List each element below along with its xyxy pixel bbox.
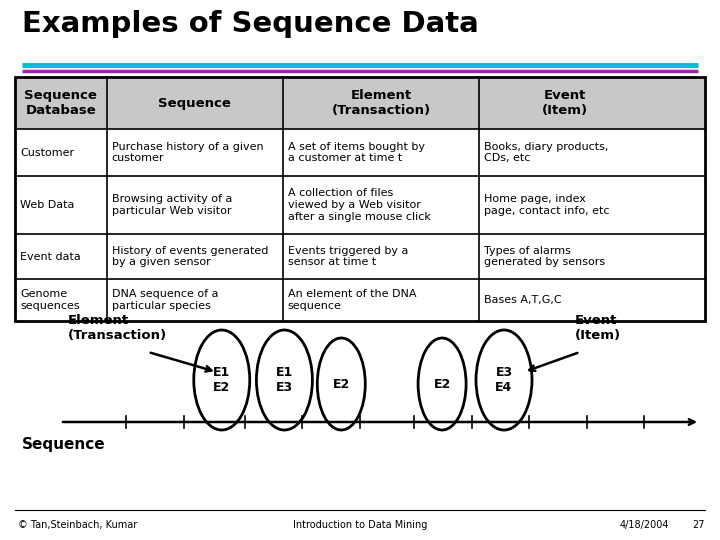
Text: Introduction to Data Mining: Introduction to Data Mining <box>293 520 427 530</box>
Text: Home page, index
page, contact info, etc: Home page, index page, contact info, etc <box>485 194 610 216</box>
Text: Element
(Transaction): Element (Transaction) <box>68 314 167 342</box>
Text: DNA sequence of a
particular species: DNA sequence of a particular species <box>112 289 218 311</box>
Text: Bases A,T,G,C: Bases A,T,G,C <box>485 295 562 305</box>
Text: E2: E2 <box>333 377 350 390</box>
Text: Event
(Item): Event (Item) <box>541 89 588 117</box>
Bar <box>15 77 705 321</box>
Text: Sequence
Database: Sequence Database <box>24 89 97 117</box>
Text: Purchase history of a given
customer: Purchase history of a given customer <box>112 141 264 163</box>
Text: E3
E4: E3 E4 <box>495 366 513 394</box>
Text: Books, diary products,
CDs, etc: Books, diary products, CDs, etc <box>485 141 608 163</box>
Text: Event
(Item): Event (Item) <box>575 314 621 342</box>
Text: © Tan,Steinbach, Kumar: © Tan,Steinbach, Kumar <box>18 520 138 530</box>
Text: E2: E2 <box>433 377 451 390</box>
Text: Sequence: Sequence <box>158 97 231 110</box>
Text: A set of items bought by
a customer at time t: A set of items bought by a customer at t… <box>288 141 425 163</box>
Text: Genome
sequences: Genome sequences <box>20 289 80 311</box>
Text: Event data: Event data <box>20 252 81 261</box>
Text: An element of the DNA
sequence: An element of the DNA sequence <box>288 289 416 311</box>
Text: Web Data: Web Data <box>20 200 74 210</box>
Text: Events triggered by a
sensor at time t: Events triggered by a sensor at time t <box>288 246 408 267</box>
Text: Examples of Sequence Data: Examples of Sequence Data <box>22 10 479 38</box>
Text: E1
E3: E1 E3 <box>276 366 293 394</box>
Text: Element
(Transaction): Element (Transaction) <box>331 89 431 117</box>
Text: Sequence: Sequence <box>22 437 106 453</box>
Text: A collection of files
viewed by a Web visitor
after a single mouse click: A collection of files viewed by a Web vi… <box>288 188 431 221</box>
Text: Types of alarms
generated by sensors: Types of alarms generated by sensors <box>485 246 606 267</box>
Bar <box>15 77 705 129</box>
Text: 27: 27 <box>693 520 705 530</box>
Text: 4/18/2004: 4/18/2004 <box>620 520 670 530</box>
Text: History of events generated
by a given sensor: History of events generated by a given s… <box>112 246 268 267</box>
Text: Browsing activity of a
particular Web visitor: Browsing activity of a particular Web vi… <box>112 194 232 216</box>
Text: E1
E2: E1 E2 <box>213 366 230 394</box>
Text: Customer: Customer <box>20 147 74 158</box>
